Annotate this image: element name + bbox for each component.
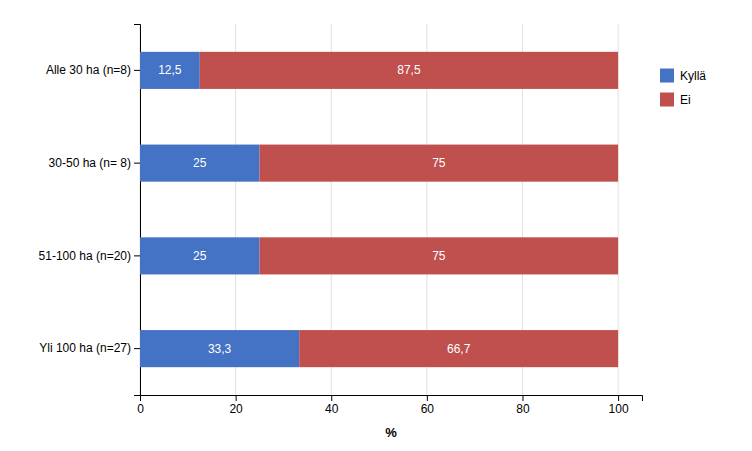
y-tick-mark: [134, 255, 140, 256]
y-tick: 30-50 ha (n= 8): [49, 156, 140, 170]
grid: [140, 24, 618, 395]
bar: [140, 330, 299, 367]
x-tick-mark: [427, 395, 428, 401]
plot-area: 0 20 40 60 80 100 Yli 100 ha (n=27) 51-100 ha (…: [39, 24, 643, 416]
data-label: 66,7: [447, 342, 471, 356]
bars: [140, 52, 618, 367]
series-bars: [140, 52, 299, 367]
x-axis-line: [141, 396, 643, 402]
y-tick-label: Yli 100 ha (n=27): [39, 341, 131, 355]
x-tick-label: 80: [516, 402, 530, 416]
x-tick-mark: [618, 395, 619, 401]
legend-label: Kyllä: [680, 69, 706, 83]
legend-swatch: [660, 93, 674, 107]
y-tick: 51-100 ha (n=20): [39, 249, 140, 263]
data-label: 12,5: [158, 63, 182, 77]
data-label: 25: [193, 156, 207, 170]
chart-svg: 0 20 40 60 80 100 Yli 100 ha (n=27) 51-100 ha (…: [0, 0, 752, 451]
x-tick-label: 60: [421, 402, 435, 416]
x-tick-mark: [331, 395, 332, 401]
legend: Kyllä Ei: [660, 69, 706, 107]
x-tick-label: 40: [325, 402, 339, 416]
legend-item: Ei: [660, 93, 691, 107]
x-tick-label: 100: [609, 402, 629, 416]
y-tick-label: 30-50 ha (n= 8): [49, 156, 131, 170]
x-tick-label: 20: [229, 402, 243, 416]
data-label: 25: [193, 249, 207, 263]
legend-label: Ei: [680, 93, 691, 107]
y-tick-label: Alle 30 ha (n=8): [46, 63, 131, 77]
data-labels: 33,3 25 25 12,5 66,7 75 75 87,5: [158, 63, 470, 355]
bar: [299, 330, 618, 367]
x-tick-mark: [236, 395, 237, 401]
bar: [140, 237, 260, 274]
legend-swatch: [660, 69, 674, 83]
y-axis: Yli 100 ha (n=27) 51-100 ha (n=20) 30-50 h…: [39, 25, 141, 396]
x-tick: 100: [609, 395, 629, 416]
y-tick-mark: [134, 163, 140, 164]
x-tick-label: 0: [137, 402, 144, 416]
data-label: 75: [432, 249, 446, 263]
x-axis: 0 20 40 60 80 100: [137, 395, 642, 416]
bar: [260, 237, 619, 274]
y-tick-mark: [134, 348, 140, 349]
x-axis-title: %: [385, 425, 397, 440]
x-tick: 60: [421, 395, 435, 416]
x-tick: 40: [325, 395, 339, 416]
y-axis-line: [134, 25, 141, 396]
bar: [260, 145, 619, 182]
series-bars: [200, 52, 618, 367]
x-tick: 80: [516, 395, 530, 416]
data-label: 33,3: [208, 342, 232, 356]
y-tick: Yli 100 ha (n=27): [39, 341, 140, 355]
bar: [200, 52, 618, 89]
legend-item: Kyllä: [660, 69, 706, 83]
data-label: 75: [432, 156, 446, 170]
x-tick: 0: [137, 395, 144, 416]
y-tick-label: 51-100 ha (n=20): [39, 249, 131, 263]
x-tick: 20: [229, 395, 243, 416]
y-tick: Alle 30 ha (n=8): [46, 63, 140, 77]
y-tick-mark: [134, 70, 140, 71]
bar: [140, 52, 200, 89]
x-tick-mark: [522, 395, 523, 401]
data-label: 87,5: [397, 63, 421, 77]
bar: [140, 145, 260, 182]
